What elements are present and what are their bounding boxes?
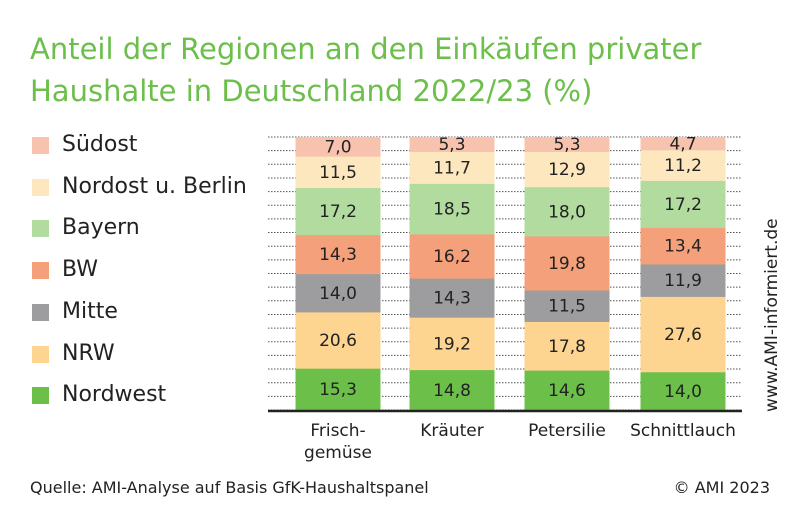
data-label: 18,5 bbox=[433, 200, 471, 220]
bar-segment bbox=[409, 233, 495, 279]
bar-segment bbox=[524, 186, 610, 237]
data-label: 7,0 bbox=[324, 138, 351, 158]
bar-segment bbox=[524, 321, 610, 371]
data-label: 18,0 bbox=[548, 202, 586, 222]
bar-segment bbox=[524, 151, 610, 188]
data-label: 5,3 bbox=[553, 135, 580, 155]
data-label: 14,3 bbox=[433, 289, 471, 309]
data-label: 13,4 bbox=[664, 237, 702, 257]
data-label: 19,8 bbox=[548, 254, 586, 274]
data-label: 17,8 bbox=[548, 337, 586, 357]
data-label: 14,0 bbox=[664, 382, 702, 402]
bar-segment bbox=[409, 183, 495, 235]
chart-title: Anteil der Regionen an den Einkäufen pri… bbox=[30, 32, 702, 108]
legend-label: BW bbox=[62, 257, 99, 283]
data-label: 14,0 bbox=[319, 284, 357, 304]
data-label: 19,2 bbox=[433, 334, 471, 354]
legend-label: Nordwest bbox=[62, 382, 167, 408]
bar-segment bbox=[295, 187, 381, 236]
data-label: 14,3 bbox=[319, 245, 357, 265]
bar-segment bbox=[524, 137, 610, 152]
bar-segment bbox=[295, 368, 381, 411]
category-label: gemüse bbox=[304, 443, 372, 463]
legend-label: Südost bbox=[62, 132, 138, 157]
data-label: 11,7 bbox=[433, 158, 471, 178]
data-label: 17,2 bbox=[664, 195, 702, 215]
legend-item: Nordost u. Berlin bbox=[30, 172, 280, 202]
bar-segment bbox=[409, 151, 495, 184]
bar-segment bbox=[295, 156, 381, 189]
data-label: 15,3 bbox=[319, 380, 357, 400]
legend-item: Mitte bbox=[30, 297, 280, 327]
bar-segment bbox=[524, 235, 610, 291]
data-label: 11,5 bbox=[319, 163, 357, 183]
bar-segment bbox=[640, 137, 726, 151]
source-note: Quelle: AMI-Analyse auf Basis GfK-Hausha… bbox=[30, 478, 429, 497]
legend-item: BW bbox=[30, 255, 280, 285]
bar-segment bbox=[640, 227, 726, 265]
copyright-note: © AMI 2023 bbox=[673, 478, 770, 497]
bar-segment bbox=[640, 263, 726, 297]
bar-segment bbox=[524, 370, 610, 411]
bar-segment bbox=[524, 290, 610, 322]
data-label: 11,9 bbox=[664, 271, 702, 291]
bar-segment bbox=[295, 311, 381, 369]
data-label: 16,2 bbox=[433, 247, 471, 267]
bar-segment bbox=[640, 149, 726, 181]
data-label: 17,2 bbox=[319, 202, 357, 222]
bar-segment bbox=[295, 234, 381, 275]
bar-segment bbox=[409, 278, 495, 318]
legend-swatch bbox=[32, 387, 49, 405]
legend-swatch bbox=[32, 137, 49, 154]
data-label: 20,6 bbox=[319, 331, 357, 351]
data-label: 5,3 bbox=[438, 135, 465, 155]
legend-item: Nordwest bbox=[30, 380, 280, 410]
legend-swatch bbox=[32, 262, 49, 280]
watermark-url: www.AMI-informiert.de bbox=[762, 218, 782, 412]
data-label: 11,2 bbox=[664, 156, 702, 176]
legend-swatch bbox=[32, 345, 49, 363]
legend-swatch bbox=[32, 220, 49, 238]
bar-segment bbox=[409, 317, 495, 371]
legend-label: Mitte bbox=[62, 298, 118, 324]
bar-segment bbox=[409, 369, 495, 411]
bar-segment bbox=[640, 180, 726, 228]
bar-segment bbox=[295, 273, 381, 313]
data-label: 14,6 bbox=[548, 381, 586, 401]
legend-label: Bayern bbox=[62, 215, 140, 241]
bar-segment bbox=[640, 371, 726, 411]
legend-label: NRW bbox=[62, 340, 115, 366]
bar-segment bbox=[640, 296, 726, 373]
data-label: 12,9 bbox=[548, 160, 586, 180]
legend-item: NRW bbox=[30, 339, 280, 369]
legend-item: Bayern bbox=[30, 213, 280, 243]
bar-segment bbox=[409, 137, 495, 152]
legend-item: Südost bbox=[30, 130, 280, 160]
category-label: Frisch- bbox=[310, 421, 365, 441]
category-label: Kräuter bbox=[420, 421, 483, 441]
data-label: 11,5 bbox=[548, 297, 586, 317]
category-label: Schnittlauch bbox=[630, 421, 736, 441]
legend-label: Nordost u. Berlin bbox=[62, 173, 247, 199]
data-label: 4,7 bbox=[669, 134, 696, 154]
legend-swatch bbox=[32, 303, 49, 321]
bar-segment bbox=[295, 137, 381, 157]
data-label: 27,6 bbox=[664, 325, 702, 345]
legend-swatch bbox=[32, 178, 49, 196]
category-label: Petersilie bbox=[528, 421, 606, 441]
data-label: 14,8 bbox=[433, 381, 471, 401]
